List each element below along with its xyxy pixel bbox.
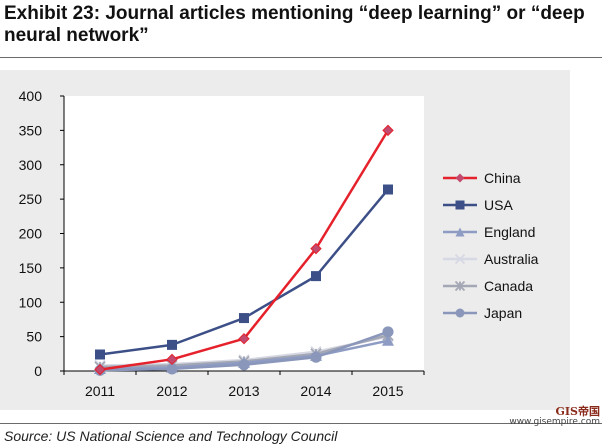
data-point-usa: [167, 339, 177, 350]
legend-swatch-usa: [443, 200, 477, 209]
data-point-japan: [382, 326, 394, 338]
data-point-japan: [166, 363, 178, 375]
legend-swatch-china: [443, 173, 477, 182]
legend-item-england: England: [442, 218, 562, 245]
y-tick-label: 200: [19, 226, 43, 242]
source-note: Source: US National Science and Technolo…: [4, 428, 338, 444]
legend-item-japan: Japan: [442, 299, 562, 326]
chart-legend: China USA England Australia Canada Japan: [442, 164, 562, 326]
legend-label-canada: Canada: [484, 277, 534, 294]
data-point-england: [382, 334, 394, 346]
y-tick-label: 100: [19, 294, 43, 310]
data-point-china: [310, 242, 322, 255]
legend-label-china: China: [484, 169, 521, 186]
y-tick-label: 150: [19, 260, 43, 276]
plot-area: 0 50 100 150 200 250 300 350 400 2011 2012 2013 2014…: [0, 70, 570, 410]
legend-label-australia: Australia: [484, 250, 539, 267]
legend-item-canada: Canada: [442, 272, 562, 299]
data-point-usa: [383, 184, 393, 195]
data-point-china: [94, 363, 106, 376]
legend-swatch-canada: [443, 280, 477, 291]
x-tick-label: 2011: [85, 383, 115, 399]
y-tick-label: 50: [26, 329, 42, 345]
plot-background: [64, 96, 424, 371]
source-divider: [0, 423, 602, 424]
x-tick-label: 2014: [300, 383, 331, 399]
title-divider: [0, 57, 602, 58]
x-tick-label: 2012: [156, 383, 187, 399]
y-tick-label: 350: [19, 122, 43, 138]
legend-item-australia: Australia: [442, 245, 562, 272]
watermark-url: www.gisempire.com: [509, 417, 600, 427]
y-tick-label: 250: [19, 191, 43, 207]
y-tick-label: 300: [19, 157, 43, 173]
data-point-japan: [310, 351, 322, 363]
chart-title: Exhibit 23: Journal articles mentioning …: [4, 3, 585, 46]
legend-label-england: England: [484, 223, 536, 240]
data-point-china: [238, 332, 250, 345]
data-point-usa: [239, 313, 249, 324]
legend-swatch-japan: [443, 308, 477, 317]
legend-swatch-australia: [443, 253, 477, 264]
legend-swatch-england: [443, 227, 477, 236]
data-point-usa: [95, 349, 105, 360]
watermark: GIS帝国 www.gisempire.com: [509, 405, 600, 427]
data-point-japan: [238, 359, 250, 371]
watermark-logo: GIS帝国: [555, 405, 600, 418]
legend-item-china: China: [442, 164, 562, 191]
legend-label-japan: Japan: [484, 304, 523, 321]
data-point-usa: [311, 271, 321, 282]
legend-item-usa: USA: [442, 191, 562, 218]
x-tick-label: 2015: [372, 383, 403, 399]
y-tick-label: 400: [19, 88, 43, 104]
y-tick-label: 0: [34, 363, 42, 379]
line-chart: 0 50 100 150 200 250 300 350 400 2011 2012 2013 2014…: [19, 88, 425, 399]
data-point-china: [382, 124, 394, 137]
legend-label-usa: USA: [484, 196, 513, 213]
x-tick-label: 2013: [228, 383, 259, 399]
data-point-china: [166, 353, 178, 366]
